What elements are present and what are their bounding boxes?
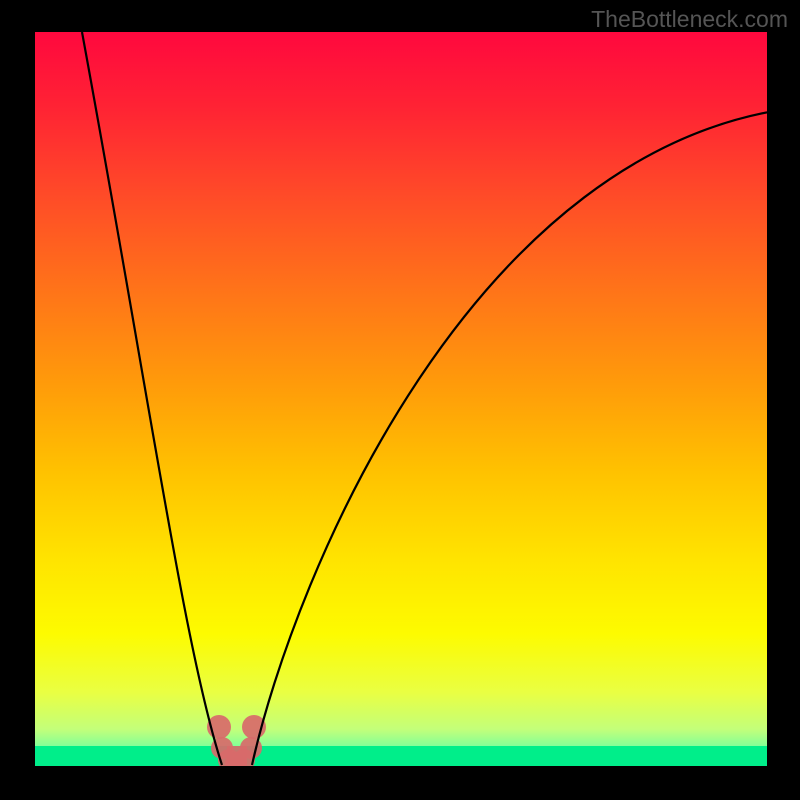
gradient-background: [35, 32, 767, 766]
green-bottom-band: [35, 746, 767, 766]
plot-area: [35, 32, 800, 774]
bottleneck-chart: [0, 0, 800, 800]
watermark-label: TheBottleneck.com: [591, 6, 788, 33]
